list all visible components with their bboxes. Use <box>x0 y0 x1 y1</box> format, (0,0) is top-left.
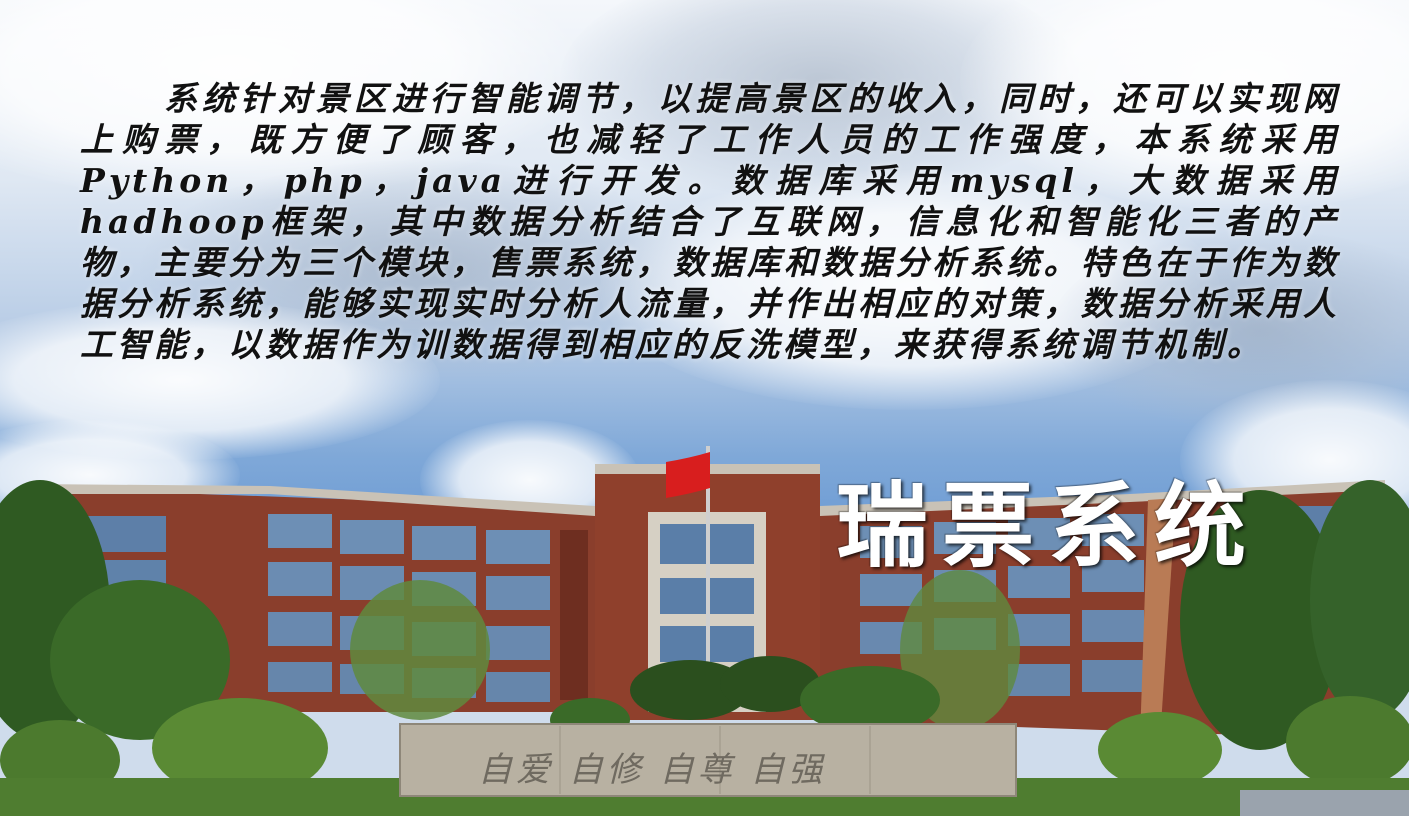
road <box>1240 790 1409 816</box>
intro-paragraph: 系统针对景区进行智能调节，以提高景区的收入，同时，还可以实现网上购票，既方便了顾… <box>80 78 1340 365</box>
page-title: 瑞票系统 <box>836 452 1260 585</box>
monument-inscription: 自爱 自修 自尊 自强 <box>478 742 826 791</box>
